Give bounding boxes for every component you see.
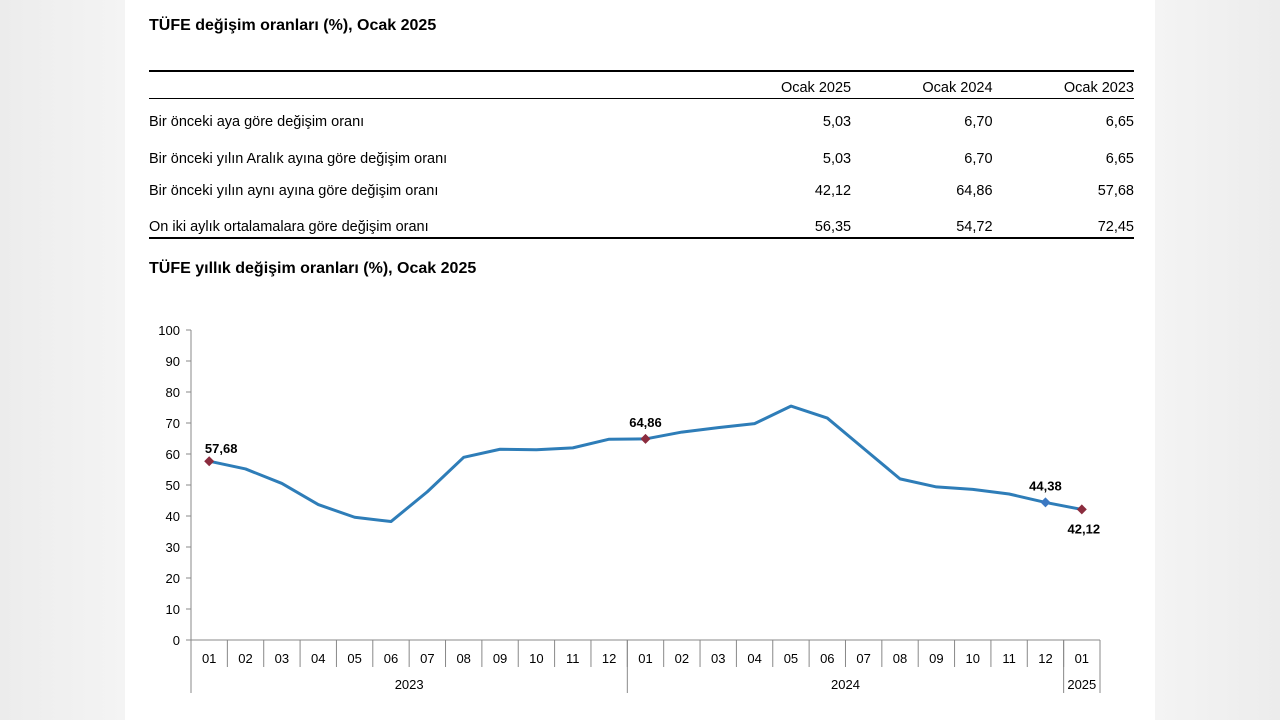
cell-value: 5,03 <box>822 151 852 167</box>
cell-value: 6,65 <box>1105 151 1134 167</box>
x-tick-label: 08 <box>893 651 907 666</box>
row-label: Bir önceki aya göre değişim oranı <box>149 114 365 130</box>
x-tick-label: 06 <box>384 651 398 666</box>
table-header-ocak-2025: Ocak 2025 <box>780 80 852 96</box>
y-tick-label: 30 <box>166 540 180 555</box>
table-row: Bir önceki yılın Aralık ayına göre değiş… <box>149 143 1134 175</box>
data-point-marker <box>204 456 215 467</box>
row-label: Bir önceki yılın Aralık ayına göre değiş… <box>149 151 448 167</box>
row-label: Bir önceki yılın aynı ayına göre değişim… <box>149 183 439 199</box>
x-tick-label: 12 <box>1038 651 1052 666</box>
x-tick-label: 12 <box>602 651 616 666</box>
cpi-rates-table: Ocak 2025 Ocak 2024 Ocak 2023 Bir önceki… <box>149 70 1134 239</box>
x-tick-label: 01 <box>1075 651 1089 666</box>
table-header-ocak-2023: Ocak 2023 <box>1063 80 1134 96</box>
row-label: On iki aylık ortalamalara göre değişim o… <box>149 219 429 235</box>
x-tick-label: 09 <box>493 651 507 666</box>
year-group-label: 2023 <box>395 677 424 692</box>
x-tick-label: 11 <box>1002 651 1016 666</box>
x-tick-label: 11 <box>566 651 580 666</box>
cell-value: 6,65 <box>1105 114 1134 130</box>
cell-value: 6,70 <box>964 151 993 167</box>
cell-value: 57,68 <box>1097 183 1134 199</box>
x-tick-label: 04 <box>311 651 325 666</box>
data-label: 64,86 <box>629 415 662 430</box>
data-point-marker <box>1076 504 1087 515</box>
background-right <box>1155 0 1280 720</box>
x-tick-label: 05 <box>784 651 798 666</box>
background-left <box>0 0 125 720</box>
cell-value: 54,72 <box>956 219 993 235</box>
y-tick-label: 50 <box>166 478 180 493</box>
x-tick-label: 08 <box>456 651 470 666</box>
content-panel: TÜFE değişim oranları (%), Ocak 2025 Oca… <box>125 0 1155 720</box>
y-tick-label: 10 <box>166 602 180 617</box>
x-tick-label: 07 <box>420 651 434 666</box>
cell-value: 5,03 <box>822 114 852 130</box>
chart-title: TÜFE yıllık değişim oranları (%), Ocak 2… <box>149 260 477 277</box>
x-tick-label: 01 <box>202 651 216 666</box>
data-label: 44,38 <box>1029 478 1062 493</box>
year-group-label: 2025 <box>1067 677 1096 692</box>
x-tick-label: 01 <box>638 651 652 666</box>
y-tick-label: 100 <box>158 323 180 338</box>
x-tick-label: 06 <box>820 651 834 666</box>
cell-value: 64,86 <box>956 183 993 199</box>
table-row: Bir önceki yılın aynı ayına göre değişim… <box>149 175 1134 207</box>
x-tick-label: 05 <box>347 651 361 666</box>
x-tick-label: 03 <box>711 651 725 666</box>
cell-value: 72,45 <box>1097 219 1134 235</box>
table-row: Bir önceki aya göre değişim oranı 5,03 6… <box>149 99 1134 144</box>
table-row: On iki aylık ortalamalara göre değişim o… <box>149 207 1134 238</box>
y-tick-label: 40 <box>166 509 180 524</box>
y-tick-label: 80 <box>166 385 180 400</box>
x-tick-label: 04 <box>747 651 761 666</box>
y-tick-label: 90 <box>166 354 180 369</box>
data-point-marker <box>640 433 651 444</box>
cell-value: 6,70 <box>964 114 993 130</box>
table-header-row: Ocak 2025 Ocak 2024 Ocak 2023 <box>149 71 1134 99</box>
x-tick-label: 10 <box>966 651 980 666</box>
x-tick-label: 09 <box>929 651 943 666</box>
y-tick-label: 70 <box>166 416 180 431</box>
table-header-label <box>149 71 700 99</box>
data-label: 42,12 <box>1068 521 1101 536</box>
x-tick-label: 02 <box>238 651 252 666</box>
year-group-label: 2024 <box>831 677 860 692</box>
y-tick-label: 0 <box>173 633 180 648</box>
y-tick-label: 20 <box>166 571 180 586</box>
cell-value: 42,12 <box>814 183 852 199</box>
data-point-marker <box>1040 497 1051 508</box>
x-tick-label: 03 <box>275 651 289 666</box>
cell-value: 56,35 <box>814 219 852 235</box>
x-tick-label: 10 <box>529 651 543 666</box>
table-title: TÜFE değişim oranları (%), Ocak 2025 <box>149 17 437 34</box>
x-tick-label: 07 <box>856 651 870 666</box>
x-tick-label: 02 <box>675 651 689 666</box>
table-header-ocak-2024: Ocak 2024 <box>922 80 993 96</box>
y-tick-label: 60 <box>166 447 180 462</box>
data-label: 57,68 <box>205 441 238 456</box>
